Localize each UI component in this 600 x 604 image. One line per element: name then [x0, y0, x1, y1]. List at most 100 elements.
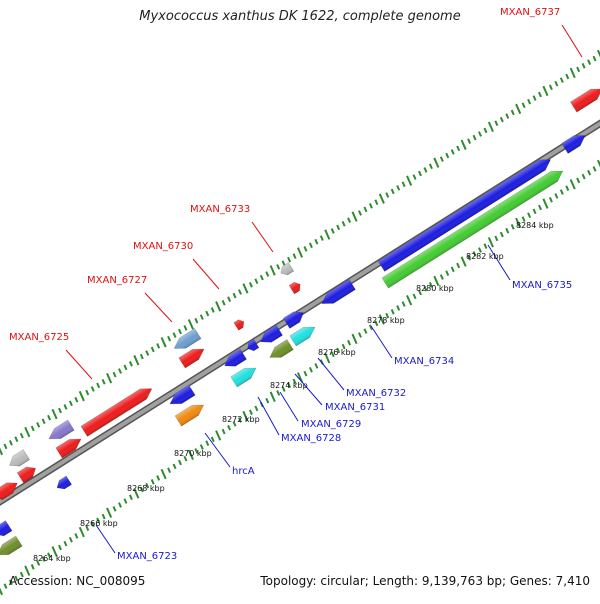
gene-labels: MXAN_6737 MXAN_6733 MXAN_6730 MXAN_6727 MXAN…	[9, 7, 583, 562]
tick-mark	[24, 565, 31, 576]
tick-mark	[358, 332, 362, 338]
tick-mark	[139, 353, 144, 360]
tick-mark	[428, 281, 433, 288]
tick-mark	[467, 254, 472, 261]
gene-label-reverse: MXAN_6731	[325, 402, 385, 413]
tick-mark	[0, 447, 4, 456]
gene-arrow	[173, 328, 202, 349]
tick-mark	[303, 246, 308, 252]
gene-arrow	[381, 170, 564, 289]
tick-mark	[330, 351, 335, 358]
leader-line	[561, 24, 583, 58]
gene-arrow	[321, 278, 356, 304]
kbp-label: 8278 kbp	[367, 316, 405, 325]
tick-mark	[0, 587, 4, 596]
tick-mark	[483, 127, 488, 134]
tick-mark	[221, 428, 226, 435]
gene-label-forward: MXAN_6725	[9, 332, 69, 343]
leader-line	[251, 221, 274, 253]
tick-mark	[36, 422, 41, 428]
tick-mark	[499, 116, 504, 123]
tick-mark	[118, 368, 122, 374]
tick-mark	[276, 264, 281, 270]
tick-mark	[96, 517, 101, 524]
tick-mark	[532, 95, 537, 101]
tick-mark	[510, 109, 515, 116]
tick-mark	[41, 418, 46, 425]
tick-mark	[521, 102, 526, 109]
tick-mark	[30, 564, 35, 570]
tick-mark	[242, 283, 249, 294]
tick-mark	[439, 156, 444, 162]
gene-arrow	[269, 339, 294, 358]
leader-line	[65, 349, 93, 380]
gene-arrow	[9, 449, 31, 467]
tick-mark	[532, 208, 537, 215]
kbp-label: 8282 kbp	[466, 252, 504, 261]
gene-label-forward: MXAN_6733	[190, 204, 250, 215]
tick-mark	[106, 507, 113, 518]
leader-line	[487, 244, 511, 281]
kbp-labels: 8264 kbp 8266 kbp 8268 kbp 8270 kbp 8272 kbp…	[33, 221, 554, 563]
tick-mark	[374, 320, 379, 327]
genome-summary-text: Topology: circular; Length: 9,139,763 bp…	[260, 574, 590, 588]
tick-mark	[47, 414, 52, 421]
tick-mark	[515, 103, 522, 115]
tick-mark	[41, 556, 46, 562]
tick-mark	[292, 253, 297, 259]
tick-mark	[8, 440, 13, 446]
tick-mark	[390, 188, 395, 195]
tick-mark	[112, 506, 117, 512]
tick-mark	[505, 227, 510, 234]
tick-mark	[194, 317, 199, 324]
gene-arrow	[0, 520, 13, 537]
map-title: Myxococcus xanthus DK 1622, complete gen…	[139, 9, 461, 24]
tick-mark	[559, 189, 564, 195]
tick-mark	[565, 185, 570, 191]
tick-mark	[596, 49, 600, 58]
gene-label-reverse: hrcA	[232, 466, 255, 477]
tick-mark	[542, 85, 549, 97]
tick-mark	[569, 179, 576, 190]
tick-mark	[30, 425, 35, 432]
tick-mark	[439, 274, 444, 280]
tick-mark	[385, 312, 390, 319]
tick-mark	[396, 185, 401, 191]
gene-label-reverse: MXAN_6728	[281, 433, 341, 444]
tick-mark	[118, 502, 122, 508]
tick-mark	[254, 405, 259, 412]
tick-mark	[205, 310, 210, 317]
tick-mark	[145, 350, 150, 356]
tick-mark	[101, 513, 106, 520]
tick-mark	[19, 432, 24, 439]
tick-mark	[183, 455, 188, 462]
tick-mark	[324, 352, 331, 364]
tick-mark	[336, 347, 341, 354]
tick-mark	[199, 444, 204, 450]
tick-mark	[406, 295, 413, 306]
tick-mark	[308, 242, 313, 249]
tick-mark	[515, 217, 522, 229]
tick-mark	[576, 177, 581, 184]
tick-mark	[172, 332, 177, 338]
tick-mark	[401, 301, 406, 307]
tick-mark	[363, 328, 368, 334]
tick-mark	[227, 296, 232, 302]
tick-mark	[156, 475, 161, 481]
tick-mark	[248, 409, 253, 416]
tick-mark	[8, 579, 13, 586]
tick-mark	[210, 436, 215, 443]
gene-arrow	[260, 324, 283, 343]
gene-label-reverse: MXAN_6732	[346, 388, 406, 399]
tick-mark	[456, 262, 461, 269]
tick-mark	[581, 173, 586, 180]
gene-arrow	[48, 419, 75, 440]
tick-mark	[385, 192, 390, 198]
leader-line	[317, 357, 345, 391]
tick-mark	[172, 463, 177, 470]
tick-mark	[412, 174, 417, 180]
tick-mark	[187, 319, 194, 330]
tick-mark	[276, 390, 281, 396]
gene-label-reverse: MXAN_6735	[512, 280, 572, 291]
gene-arrow	[561, 135, 586, 154]
